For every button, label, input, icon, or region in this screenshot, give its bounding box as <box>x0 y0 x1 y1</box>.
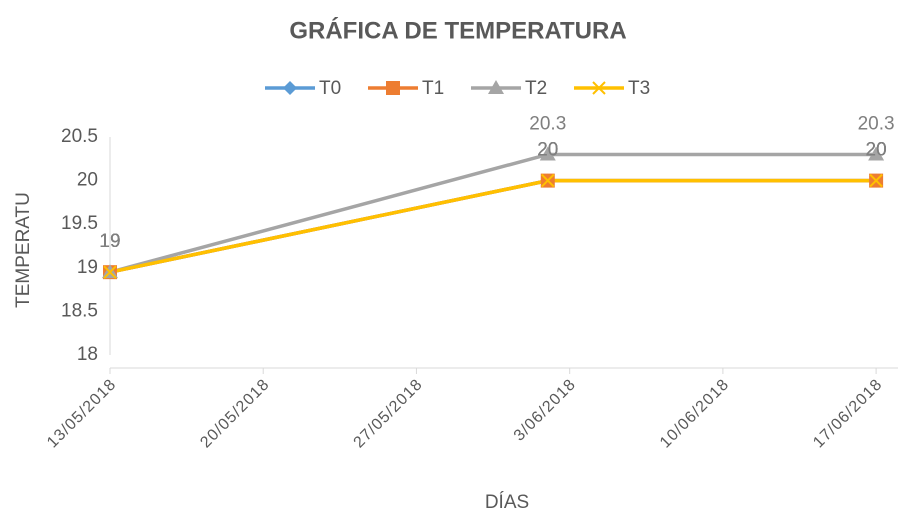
y-tick-label: 18 <box>77 344 98 365</box>
marker <box>103 265 117 279</box>
x-tick-label: 27/05/2018 <box>351 376 427 452</box>
legend-marker <box>488 80 504 94</box>
data-label: 19 <box>99 231 120 252</box>
legend-marker <box>386 81 400 95</box>
y-tick-label: 19.5 <box>61 213 98 234</box>
legend-label: T2 <box>525 78 547 99</box>
x-axis-title: DÍAS <box>485 492 529 513</box>
marker <box>868 146 885 161</box>
y-tick-label: 18.5 <box>61 300 98 321</box>
marker <box>539 146 556 161</box>
data-label: 20 <box>866 140 887 161</box>
x-tick-label: 17/06/2018 <box>810 376 886 452</box>
x-tick-label: 13/05/2018 <box>44 376 120 452</box>
chart-title: GRÁFICA DE TEMPERATURA <box>289 16 626 44</box>
legend-label: T1 <box>422 78 444 99</box>
x-tick-label: 10/06/2018 <box>657 376 733 452</box>
x-tick-label: 20/05/2018 <box>197 376 273 452</box>
series-line <box>109 178 877 274</box>
data-label: 20 <box>537 140 558 161</box>
data-label: 20.3 <box>858 113 895 134</box>
legend-marker <box>283 81 297 95</box>
x-tick-label: 3/06/2018 <box>511 376 580 445</box>
legend-label: T0 <box>319 78 341 99</box>
series-line <box>109 152 877 274</box>
marker <box>869 173 883 188</box>
series-line <box>109 178 877 274</box>
y-axis-title: TEMPERATU <box>13 192 34 308</box>
legend-marker <box>592 81 606 95</box>
series-line <box>109 178 877 274</box>
y-tick-label: 20 <box>77 170 98 191</box>
legend-label: T3 <box>628 78 650 99</box>
y-tick-label: 20.5 <box>61 126 98 147</box>
marker <box>541 173 555 188</box>
y-tick-label: 19 <box>77 257 98 278</box>
data-label: 19 <box>99 231 120 252</box>
data-label: 19 <box>99 231 120 252</box>
data-label: 20.3 <box>529 113 566 134</box>
data-label: 19 <box>99 231 120 252</box>
